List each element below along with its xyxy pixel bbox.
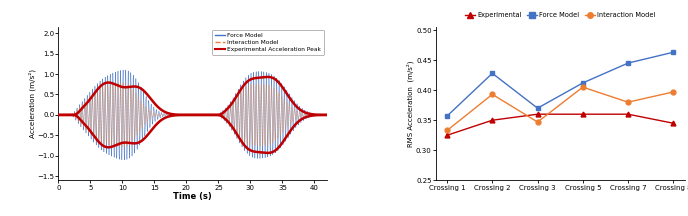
Interaction Model [488,93,497,96]
Interaction Model [624,101,632,103]
Y-axis label: Acceleration (m/s²): Acceleration (m/s²) [28,69,36,138]
Force Model [669,51,678,54]
Experimental [624,113,632,116]
Force Model [624,62,632,64]
Line: Force Model: Force Model [444,50,676,118]
Experimental [579,113,587,116]
Force Model [533,107,541,110]
Legend: Experimental, Force Model, Interaction Model: Experimental, Force Model, Interaction M… [462,9,658,21]
Interaction Model [669,91,678,93]
Interaction Model [533,121,541,123]
X-axis label: Time (s): Time (s) [173,192,212,201]
Legend: Force Model, Interaction Model, Experimental Acceleration Peak: Force Model, Interaction Model, Experime… [212,30,324,54]
Force Model [443,115,451,117]
Force Model [579,82,587,84]
Experimental [443,134,451,137]
Interaction Model [443,129,451,132]
Line: Experimental: Experimental [444,112,676,138]
Line: Interaction Model: Interaction Model [444,85,676,133]
Experimental [488,119,497,122]
Force Model [488,72,497,75]
Y-axis label: RMS Acceleration  (m/s²): RMS Acceleration (m/s²) [407,60,414,147]
Experimental [669,122,678,124]
Interaction Model [579,86,587,88]
Experimental [533,113,541,116]
